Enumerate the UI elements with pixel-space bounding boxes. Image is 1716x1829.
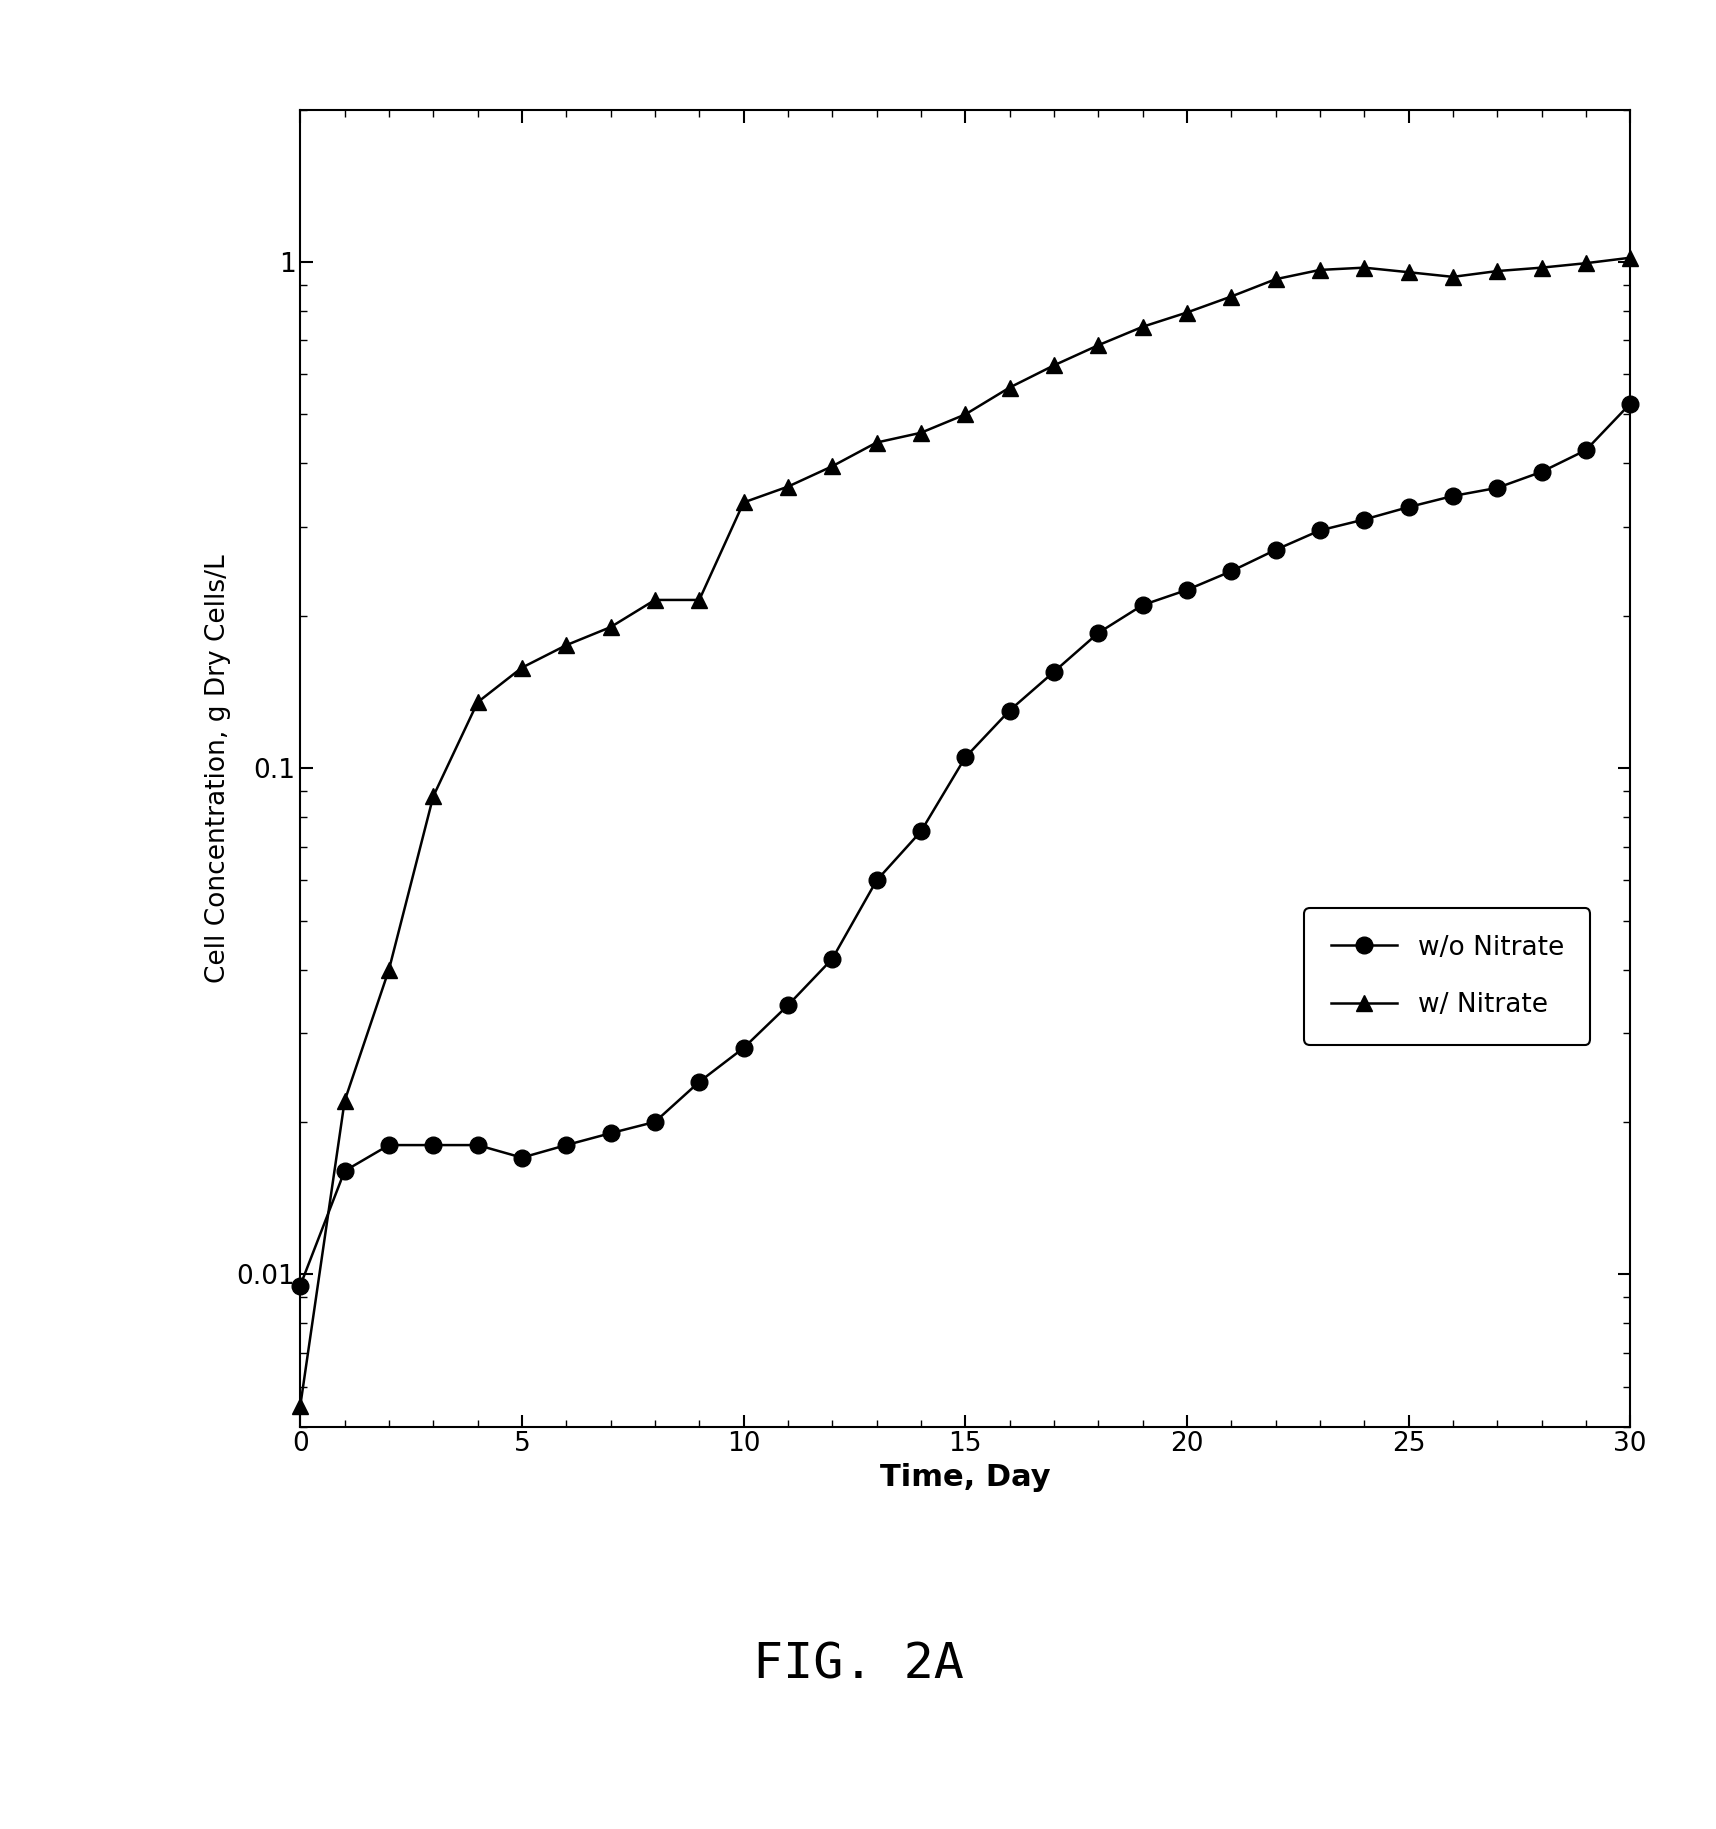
w/o Nitrate [1309, 519, 1330, 541]
w/o Nitrate [1575, 439, 1596, 461]
w/o Nitrate [1177, 580, 1198, 602]
w/ Nitrate [688, 589, 710, 611]
w/o Nitrate [335, 1160, 355, 1182]
w/o Nitrate [911, 821, 932, 843]
w/ Nitrate [954, 404, 975, 426]
w/o Nitrate [1265, 540, 1285, 562]
w/ Nitrate [379, 958, 400, 980]
w/ Nitrate [511, 657, 532, 679]
w/ Nitrate [1133, 316, 1153, 338]
w/ Nitrate [645, 589, 666, 611]
w/o Nitrate [733, 1037, 753, 1059]
w/o Nitrate [422, 1134, 443, 1156]
w/o Nitrate [1354, 508, 1375, 530]
w/ Nitrate [556, 635, 577, 657]
w/ Nitrate [601, 616, 621, 638]
w/o Nitrate [1620, 393, 1640, 415]
w/o Nitrate [290, 1275, 311, 1297]
w/ Nitrate [1043, 355, 1064, 377]
w/o Nitrate [688, 1070, 710, 1092]
w/o Nitrate [1088, 622, 1109, 644]
w/ Nitrate [1222, 285, 1242, 307]
w/ Nitrate [1088, 335, 1109, 357]
w/ Nitrate [1486, 260, 1507, 282]
w/o Nitrate [601, 1123, 621, 1145]
w/ Nitrate [1620, 247, 1640, 269]
w/ Nitrate [1443, 265, 1464, 287]
w/ Nitrate [1575, 252, 1596, 274]
w/ Nitrate [733, 492, 753, 514]
w/ Nitrate [1354, 256, 1375, 278]
w/ Nitrate [335, 1090, 355, 1112]
w/o Nitrate [1043, 660, 1064, 682]
w/o Nitrate [1486, 477, 1507, 499]
w/o Nitrate [645, 1110, 666, 1132]
w/o Nitrate [379, 1134, 400, 1156]
Legend: w/o Nitrate, w/ Nitrate: w/o Nitrate, w/ Nitrate [1304, 909, 1591, 1044]
w/ Nitrate [777, 476, 798, 497]
w/o Nitrate [999, 699, 1019, 721]
w/o Nitrate [1443, 485, 1464, 507]
X-axis label: Time, Day: Time, Day [880, 1463, 1050, 1492]
w/o Nitrate [1531, 461, 1551, 483]
w/ Nitrate [1399, 262, 1419, 283]
Line: w/ Nitrate: w/ Nitrate [293, 251, 1637, 1414]
w/ Nitrate [999, 377, 1019, 399]
w/o Nitrate [1399, 496, 1419, 518]
w/ Nitrate [911, 422, 932, 444]
Text: FIG. 2A: FIG. 2A [753, 1641, 963, 1688]
Y-axis label: Cell Concentration, g Dry Cells/L: Cell Concentration, g Dry Cells/L [206, 554, 232, 982]
w/ Nitrate [290, 1396, 311, 1417]
w/ Nitrate [1177, 302, 1198, 324]
w/ Nitrate [467, 691, 487, 713]
w/o Nitrate [954, 746, 975, 768]
Line: w/o Nitrate: w/o Nitrate [292, 395, 1639, 1293]
w/o Nitrate [467, 1134, 487, 1156]
w/o Nitrate [822, 947, 843, 969]
w/ Nitrate [1531, 256, 1551, 278]
w/o Nitrate [511, 1147, 532, 1169]
w/o Nitrate [556, 1134, 577, 1156]
w/ Nitrate [822, 455, 843, 477]
w/ Nitrate [867, 432, 887, 454]
w/ Nitrate [1265, 269, 1285, 291]
w/o Nitrate [1133, 594, 1153, 616]
w/ Nitrate [1309, 260, 1330, 282]
w/o Nitrate [777, 995, 798, 1017]
w/ Nitrate [422, 785, 443, 807]
w/o Nitrate [867, 869, 887, 891]
w/o Nitrate [1222, 560, 1242, 582]
